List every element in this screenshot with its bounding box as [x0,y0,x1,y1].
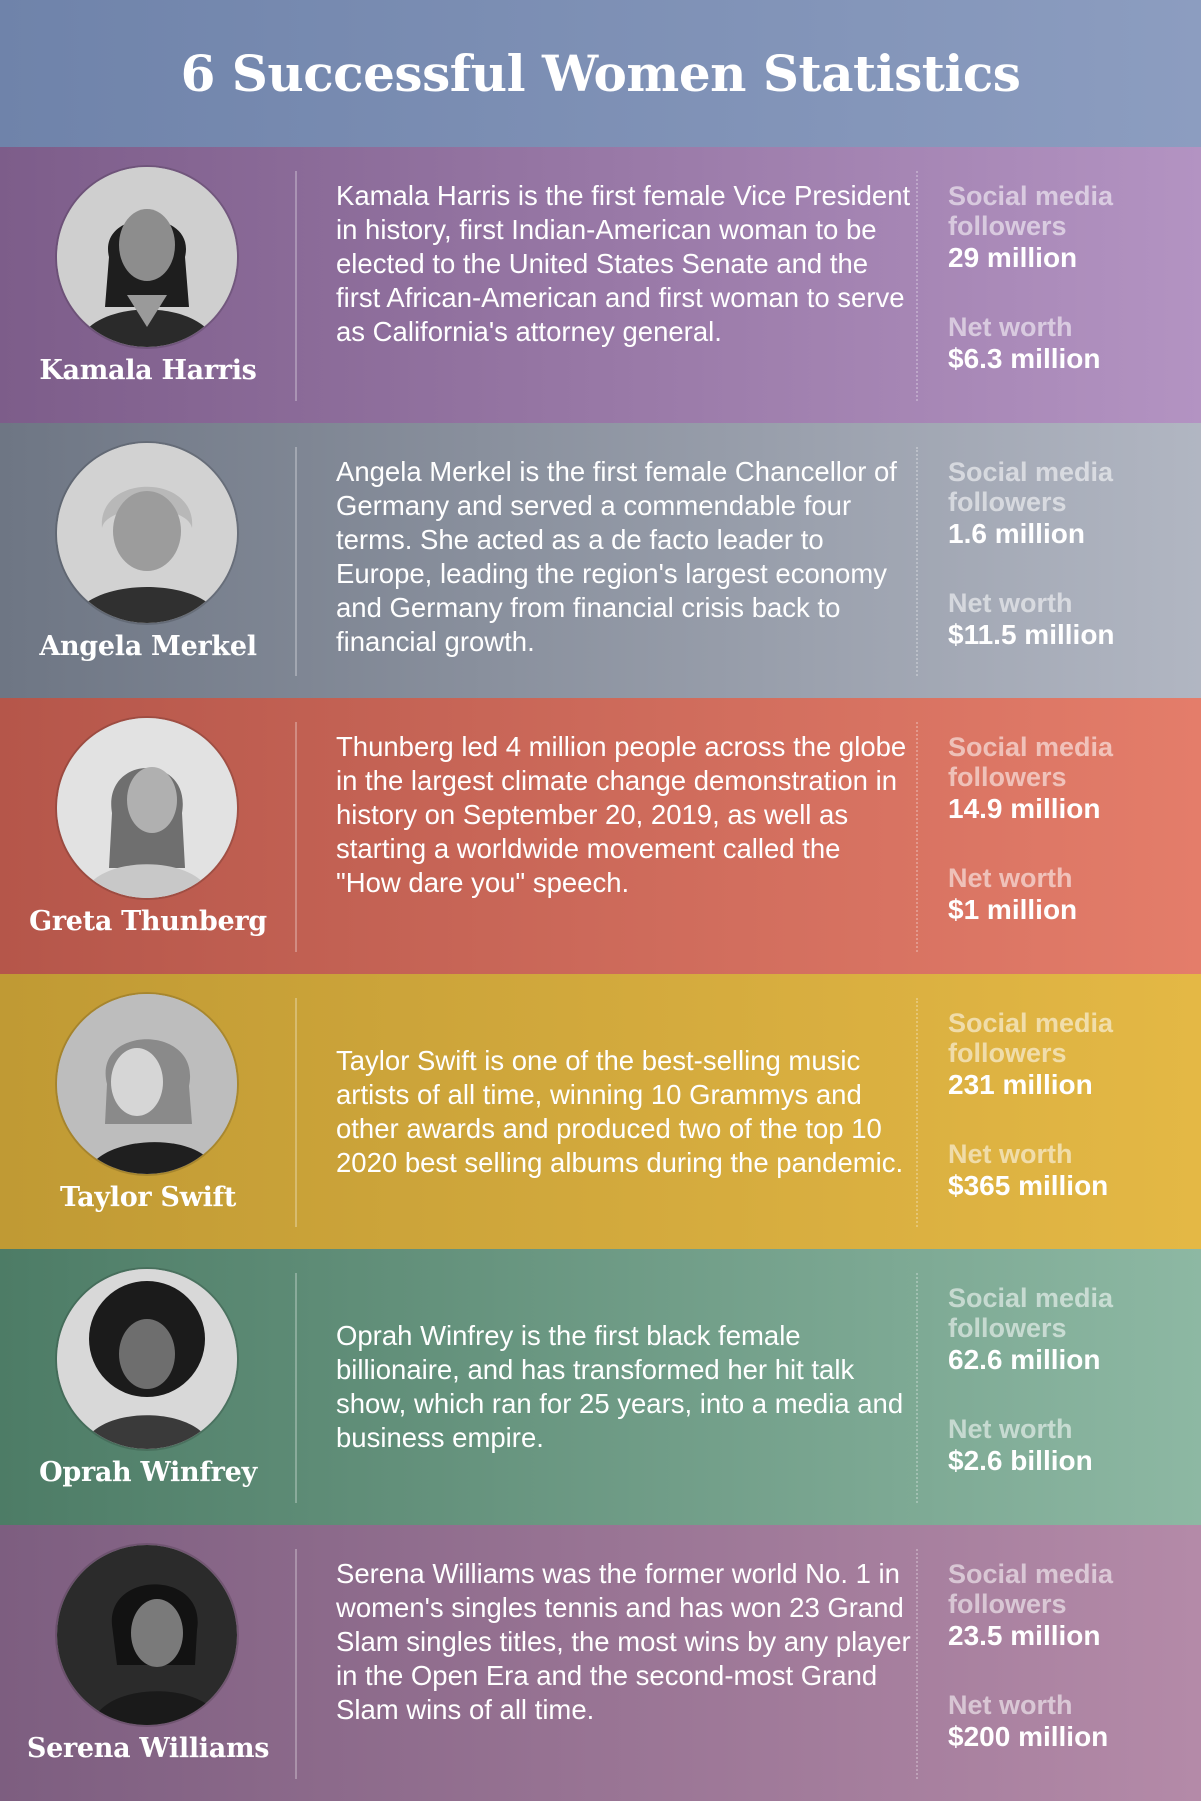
networth-value: $6.3 million [948,343,1101,374]
profile-description: Taylor Swift is one of the best-selling … [336,1044,904,1178]
portrait-photo [57,167,237,347]
profile-row-oprah-winfrey: Oprah Winfrey Oprah Winfrey is the first… [0,1249,1201,1525]
networth-value: $365 million [948,1169,1109,1201]
followers-label: Social media followers [948,1007,1114,1068]
person-name: Greta Thunberg [29,906,267,938]
portrait-photo [57,718,237,899]
profile-stats: Social media followers 23.5 million Net … [948,1559,1198,1754]
followers-value: 231 million [948,1068,1093,1100]
followers-value: 23.5 million [948,1619,1101,1651]
divider [295,171,297,401]
profile-description: Oprah Winfrey is the first black female … [336,1320,904,1454]
networth-label: Net worth [948,587,1073,618]
networth-value: $2.6 billion [948,1445,1093,1477]
portrait-photo [57,442,237,623]
portrait-photo [57,1544,237,1725]
person-silhouette-icon [57,993,237,1174]
followers-label: Social media followers [948,181,1114,241]
profile-row-kamala-harris: Kamala Harris Kamala Harris is the first… [0,147,1201,423]
dotted-divider [916,1548,918,1779]
profile-stats: Social media followers 1.6 million Net w… [948,457,1198,652]
profile-stats: Social media followers 231 million Net w… [948,1008,1198,1203]
divider [295,722,297,952]
profile-stats: Social media followers 14.9 million Net … [948,732,1198,927]
networth-label: Net worth [948,1689,1073,1720]
divider [295,997,297,1228]
person-name: Taylor Swift [59,1181,237,1213]
profile-stats: Social media followers 62.6 million Net … [948,1283,1198,1478]
networth-value: $11.5 million [948,618,1115,650]
dotted-divider [916,1273,918,1503]
divider [295,1548,297,1779]
header-banner: 6 Successful Women Statistics [0,0,1201,147]
followers-value: 14.9 million [948,793,1101,825]
person-name: Oprah Winfrey [39,1457,257,1489]
profile-description: Thunberg led 4 million people across the… [336,731,907,899]
person-name: Serena Williams [26,1732,270,1764]
profile-row-serena-williams: Serena Williams Serena Williams was the … [0,1524,1201,1801]
profile-description: Angela Merkel is the first female Chance… [336,455,897,657]
person-silhouette-icon [57,1544,237,1725]
person-silhouette-icon [57,167,237,347]
divider [295,446,297,677]
profile-identity: Kamala Harris [0,147,296,423]
dotted-divider [916,446,918,677]
profile-row-angela-merkel: Angela Merkel Angela Merkel is the first… [0,422,1201,699]
networth-label: Net worth [948,863,1073,894]
followers-label: Social media followers [948,1558,1114,1619]
networth-value: $1 million [948,894,1078,926]
person-name: Angela Merkel [39,630,257,662]
dotted-divider [916,997,918,1228]
page-title: 6 Successful Women Statistics [180,44,1021,103]
person-silhouette-icon [57,442,237,623]
profile-row-greta-thunberg: Greta Thunberg Thunberg led 4 million pe… [0,698,1201,974]
networth-label: Net worth [948,1138,1073,1169]
networth-label: Net worth [948,1414,1073,1445]
profile-identity: Greta Thunberg [0,698,296,974]
profile-list: Kamala Harris Kamala Harris is the first… [0,147,1201,1801]
followers-value: 1.6 million [948,517,1085,549]
divider [295,1273,297,1503]
profile-identity: Taylor Swift [0,974,296,1250]
followers-value: 62.6 million [948,1344,1101,1376]
profile-description: Serena Williams was the former world No.… [336,1557,911,1725]
profile-identity: Serena Williams [0,1525,296,1801]
portrait-photo [57,1269,237,1450]
followers-label: Social media followers [948,732,1114,793]
networth-value: $200 million [948,1720,1109,1752]
dotted-divider [916,171,918,401]
portrait-photo [57,993,237,1174]
profile-row-taylor-swift: Taylor Swift Taylor Swift is one of the … [0,973,1201,1250]
profile-description: Kamala Harris is the first female Vice P… [336,180,911,347]
profile-identity: Angela Merkel [0,423,296,699]
person-name: Kamala Harris [39,355,257,386]
networth-label: Net worth [948,312,1073,342]
followers-label: Social media followers [948,456,1114,517]
followers-value: 29 million [948,242,1078,273]
profile-identity: Oprah Winfrey [0,1249,296,1525]
profile-stats: Social media followers 29 million Net wo… [948,181,1198,376]
dotted-divider [916,722,918,952]
person-silhouette-icon [57,1269,237,1450]
person-silhouette-icon [57,718,237,899]
followers-label: Social media followers [948,1283,1114,1344]
